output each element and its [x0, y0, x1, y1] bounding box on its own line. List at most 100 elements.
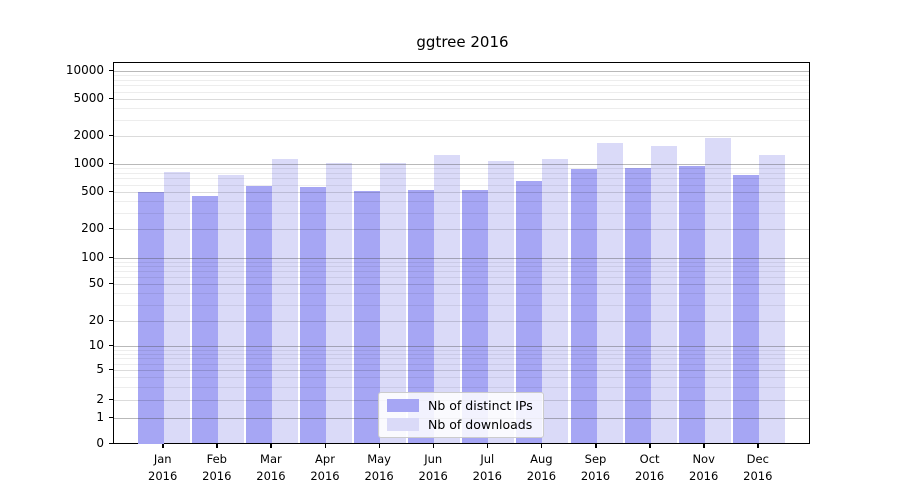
gridline — [114, 321, 809, 322]
gridline — [114, 349, 809, 351]
x-tick-label: Dec 2016 — [728, 451, 788, 485]
y-tick-label: 2 — [96, 392, 104, 406]
y-tick-mark — [109, 319, 113, 321]
legend-item: Nb of distinct IPs — [387, 398, 533, 413]
x-tick-month: Nov — [692, 452, 715, 466]
x-tick-month: May — [367, 452, 391, 466]
bar-downloads-nov — [704, 138, 731, 444]
y-tick-mark — [109, 344, 113, 346]
y-tick-mark — [109, 282, 113, 284]
y-tick-label: 500 — [81, 184, 104, 198]
x-tick-mark — [757, 444, 759, 448]
x-tick-label: Aug 2016 — [511, 451, 571, 485]
gridline — [114, 266, 809, 268]
x-tick-month: Mar — [260, 452, 282, 466]
legend-label: Nb of downloads — [428, 417, 533, 432]
y-tick-mark — [109, 398, 113, 400]
bar-distinct-ips-nov — [678, 166, 705, 444]
x-tick-mark — [540, 444, 543, 448]
bar-downloads-oct — [650, 145, 677, 444]
x-tick-year: 2016 — [202, 469, 232, 483]
x-tick-month: Jan — [153, 452, 172, 466]
gridline — [114, 119, 809, 121]
x-tick-month: Jul — [480, 452, 495, 466]
gridline — [114, 184, 809, 186]
gridline — [114, 377, 809, 379]
y-tick-mark — [109, 256, 113, 258]
gridline — [114, 353, 809, 355]
x-tick-label: Jul 2016 — [457, 451, 517, 485]
x-tick-year: 2016 — [148, 469, 178, 483]
bar-distinct-ips-jan — [137, 192, 164, 444]
gridline — [114, 80, 809, 81]
x-tick-mark — [432, 444, 435, 448]
bar-distinct-ips-mar — [245, 186, 272, 444]
gridline — [114, 212, 809, 214]
x-tick-year: 2016 — [472, 469, 502, 483]
gridline — [114, 75, 809, 77]
y-tick-mark — [109, 162, 113, 164]
y-tick-label: 5000 — [73, 91, 104, 105]
y-tick-label: 10000 — [65, 63, 104, 77]
x-tick-mark — [595, 444, 597, 448]
y-tick-mark — [109, 442, 113, 444]
gridline — [114, 168, 809, 170]
x-tick-month: Dec — [746, 452, 769, 466]
legend-swatch — [387, 418, 419, 431]
gridline — [114, 173, 809, 174]
y-tick-mark — [109, 416, 113, 418]
x-tick-year: 2016 — [310, 469, 340, 483]
bar-distinct-ips-may — [354, 190, 381, 444]
x-tick-month: Jun — [424, 452, 443, 466]
x-tick-label: Nov 2016 — [674, 451, 734, 485]
y-tick-mark — [109, 69, 113, 71]
gridline — [114, 164, 809, 165]
gridline — [114, 304, 809, 306]
x-tick-year: 2016 — [580, 469, 611, 483]
x-tick-label: May 2016 — [349, 451, 409, 485]
gridline — [114, 386, 809, 388]
x-tick-label: Sep 2016 — [566, 451, 626, 485]
gridline — [114, 229, 809, 230]
x-tick-month: Feb — [206, 452, 227, 466]
bar-downloads-apr — [326, 163, 352, 444]
gridline — [114, 358, 809, 360]
x-tick-mark — [649, 444, 651, 448]
x-tick-year: 2016 — [526, 469, 557, 483]
x-tick-year: 2016 — [418, 469, 448, 483]
x-tick-year: 2016 — [364, 469, 394, 483]
bar-downloads-feb — [217, 174, 244, 444]
x-tick-mark — [270, 444, 272, 448]
x-tick-year: 2016 — [634, 469, 665, 483]
y-tick-label: 10 — [88, 338, 104, 352]
gridline — [114, 370, 809, 371]
gridline — [114, 293, 809, 294]
x-tick-mark — [703, 444, 705, 448]
gridline — [114, 108, 809, 109]
y-tick-mark — [109, 190, 113, 192]
y-tick-label: 200 — [81, 221, 104, 235]
x-tick-label: Jan 2016 — [133, 451, 193, 485]
chart-title: ggtree 2016 — [416, 33, 509, 51]
gridline — [114, 178, 809, 180]
gridline — [114, 85, 809, 87]
gridline — [114, 91, 809, 93]
y-tick-label: 50 — [88, 276, 104, 290]
x-tick-month: Oct — [639, 452, 660, 466]
gridline — [114, 261, 809, 263]
x-tick-label: Feb 2016 — [187, 451, 247, 485]
gridline — [114, 271, 809, 273]
x-tick-month: Apr — [315, 452, 335, 466]
y-tick-mark — [109, 227, 113, 229]
bar-distinct-ips-apr — [300, 187, 326, 444]
legend-label: Nb of distinct IPs — [428, 398, 533, 413]
x-tick-label: Apr 2016 — [295, 451, 355, 485]
bar-distinct-ips-sep — [570, 169, 597, 444]
gridline — [114, 99, 809, 100]
x-tick-year: 2016 — [743, 469, 773, 483]
x-tick-year: 2016 — [689, 469, 719, 483]
bar-downloads-dec — [758, 154, 785, 444]
x-tick-year: 2016 — [256, 469, 286, 483]
y-tick-label: 2000 — [73, 128, 104, 142]
